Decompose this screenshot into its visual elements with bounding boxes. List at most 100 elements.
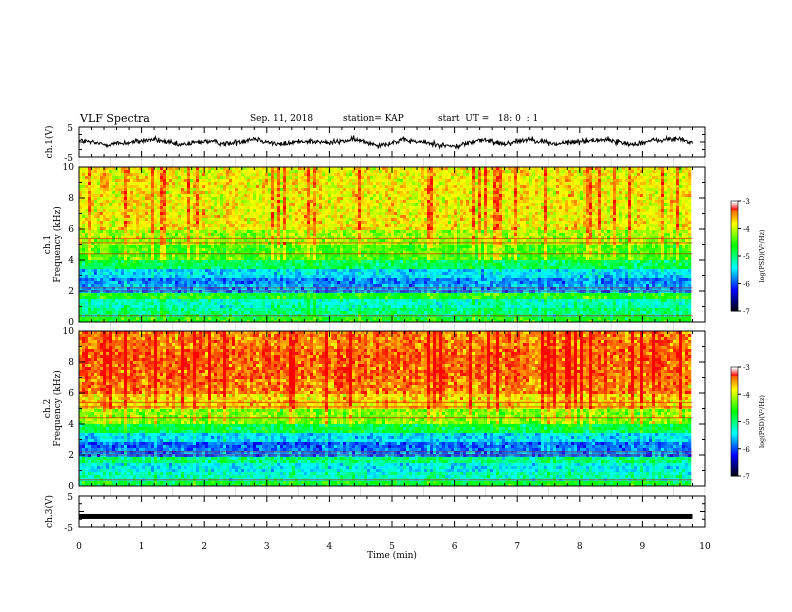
ch2-spectrogram-colorbar-cell xyxy=(731,383,738,386)
ch2-spectrogram-ytick-label: 0 xyxy=(68,482,74,492)
ch2-spectrogram-colorbar-cell xyxy=(731,396,738,399)
ch2-spectrogram-colorbar-cell xyxy=(731,463,738,466)
ch1-spectrogram-ylabel-line: ch.1 xyxy=(43,235,53,254)
ch2-spectrogram-colorbar-cell xyxy=(731,426,738,430)
ch2-spectrogram-colorbar-label: log(PSD)(V²/Hz) xyxy=(758,395,766,448)
ch1-waveform-ytick-min: -5 xyxy=(64,154,73,164)
ch1-spectrogram-colorbar-ticklabel: -5 xyxy=(743,253,750,261)
start-time-label: start UT = 18: 0 : 1 xyxy=(438,114,538,124)
ch1-spectrogram-colorbar-cell xyxy=(731,287,738,290)
ch2-spectrogram-colorbar-cell xyxy=(731,450,738,453)
ch2-spectrogram-colorbar-cell xyxy=(731,377,738,381)
ch2-spectrogram-colorbar-cell xyxy=(731,428,738,432)
ch1-spectrogram-colorbar-cell xyxy=(731,256,738,259)
ch1-spectrogram-colorbar-cell xyxy=(731,300,738,303)
ch1-spectrogram-colorbar-cell xyxy=(731,230,738,233)
ch1-waveform-ylabel: ch.1(V) xyxy=(44,126,55,159)
ch2-spectrogram-colorbar-label-text: log(PSD)(V²/Hz) xyxy=(758,395,766,448)
ch2-spectrogram-colorbar-cell xyxy=(731,425,738,428)
ch2-spectrogram-colorbar-cell xyxy=(731,408,738,412)
ch1-spectrogram-colorbar-cell xyxy=(731,210,738,213)
ch2-spectrogram-colorbar-cell xyxy=(731,468,738,472)
ch1-spectrogram-colorbar-cell xyxy=(731,281,738,284)
ch1-spectrogram-colorbar-cell xyxy=(731,202,738,206)
ch1-spectrogram-colorbar-ticklabel: -7 xyxy=(743,308,750,316)
ch2-spectrogram-colorbar-cell xyxy=(731,454,738,457)
ch2-spectrogram-colorbar-cell xyxy=(731,372,738,375)
x-tick-label: 2 xyxy=(201,542,207,552)
ch1-spectrogram-colorbar-cell xyxy=(731,307,738,310)
ch1-spectrogram-ytick-label: 0 xyxy=(68,318,74,328)
ch1-spectrogram-ytick-label: 4 xyxy=(68,256,74,266)
station-label: station= KAP xyxy=(343,114,404,124)
ch2-spectrogram-colorbar-cell xyxy=(731,410,738,413)
ch2-spectrogram-colorbar-cell xyxy=(731,436,738,439)
ch2-spectrogram-colorbar-cell xyxy=(731,452,738,455)
date-label: Sep. 11, 2018 xyxy=(250,114,313,124)
ch2-spectrogram-colorbar-cell xyxy=(731,474,738,477)
ch1-spectrogram-colorbar-cell xyxy=(731,268,738,272)
ch2-spectrogram-colorbar-cell xyxy=(731,437,738,441)
ch1-spectrogram-colorbar-cell xyxy=(731,235,738,239)
ch2-spectrogram-colorbar-cell xyxy=(731,385,738,388)
ch2-spectrogram-colorbar-cell xyxy=(731,405,738,408)
ch1-spectrogram-colorbar-cell xyxy=(731,285,738,288)
ch1-spectrogram-colorbar-cell xyxy=(731,246,738,250)
ch1-spectrogram-colorbar-cell xyxy=(731,294,738,297)
ch1-spectrogram-colorbar-cell xyxy=(731,259,738,262)
ch1-spectrogram-colorbar-ticklabel: -6 xyxy=(743,281,750,289)
ch1-spectrogram-colorbar-cell xyxy=(731,289,738,292)
x-tick-label: 10 xyxy=(699,542,711,552)
ch2-spectrogram-ytick-label: 4 xyxy=(68,420,74,430)
ch1-spectrogram-colorbar-cell xyxy=(731,248,738,251)
ch2-spectrogram-colorbar-cell xyxy=(731,394,738,397)
ch2-spectrogram-colorbar-cell xyxy=(731,430,738,433)
ch2-spectrogram-colorbar-cell xyxy=(731,465,738,468)
ch3-waveform-ytick-min: -5 xyxy=(64,524,73,534)
ch3-waveform-trace xyxy=(79,513,693,519)
ch2-spectrogram-colorbar-cell xyxy=(731,388,738,392)
ch1-spectrogram-colorbar-cell xyxy=(731,206,738,209)
ch2-spectrogram-heatmap xyxy=(79,331,692,487)
ch1-spectrogram-colorbar-cell xyxy=(731,265,738,268)
ch1-spectrogram-ytick-label: 8 xyxy=(68,194,74,204)
ch1-spectrogram-colorbar-ticklabel: -4 xyxy=(743,226,750,234)
ch2-spectrogram-colorbar-cell xyxy=(731,448,738,452)
ch1-spectrogram-colorbar-cell xyxy=(731,212,738,215)
ch1-spectrogram-colorbar-cell xyxy=(731,217,738,220)
ch2-spectrogram-colorbar-cell xyxy=(731,417,738,421)
ch1-spectrogram-colorbar-cell xyxy=(731,254,738,257)
ch1-spectrogram-colorbar-cell xyxy=(731,283,738,286)
ch1-spectrogram-colorbar-cell xyxy=(731,263,738,266)
chart-title: VLF Spectra xyxy=(80,112,150,125)
ch2-spectrogram-colorbar-cell xyxy=(731,381,738,384)
ch1-spectrogram-colorbar-cell xyxy=(731,204,738,207)
ch2-spectrogram-colorbar-cell xyxy=(731,466,738,470)
ch1-spectrogram-colorbar-cell xyxy=(731,270,738,273)
ch2-spectrogram-ytick-label: 2 xyxy=(68,451,74,461)
ch1-spectrogram-colorbar-cell xyxy=(731,201,738,204)
ch2-spectrogram-ytick-label: 6 xyxy=(68,389,74,399)
ch1-spectrogram-colorbar-cell xyxy=(731,241,738,244)
ch1-spectrogram-colorbar-cell xyxy=(731,290,738,294)
ch1-spectrogram-colorbar-label-text: log(PSD)(V²/Hz) xyxy=(758,229,766,282)
ch1-spectrogram-colorbar-cell xyxy=(731,309,738,312)
ch1-spectrogram-ytick-label: 6 xyxy=(68,225,74,235)
ch1-spectrogram-colorbar-label: log(PSD)(V²/Hz) xyxy=(758,229,766,282)
ch2-spectrogram-ytick-label: 10 xyxy=(63,327,75,337)
ch2-spectrogram-colorbar-cell xyxy=(731,399,738,403)
ch2-spectrogram-ylabel: ch.2 Frequency (kHz) xyxy=(43,370,63,447)
ch1-spectrogram-colorbar-cell xyxy=(731,267,738,270)
ch2-spectrogram-colorbar-cell xyxy=(731,412,738,415)
ch1-spectrogram-colorbar-cell xyxy=(731,213,738,217)
ch2-spectrogram-colorbar-cell xyxy=(731,456,738,459)
ch1-waveform-ytick-max: 5 xyxy=(67,124,73,134)
x-axis-label: Time (min) xyxy=(367,550,417,561)
ch2-spectrogram-colorbar-cell xyxy=(731,397,738,401)
ch1-spectrogram-colorbar-cell xyxy=(731,279,738,283)
ch2-spectrogram-colorbar-cell xyxy=(731,367,738,370)
ch2-spectrogram-ylabel-line: Frequency (kHz) xyxy=(52,370,63,447)
ch2-spectrogram-colorbar-cell xyxy=(731,434,738,437)
ch2-spectrogram-colorbar-cell xyxy=(731,459,738,462)
ch2-spectrogram-colorbar-cell xyxy=(731,368,738,372)
